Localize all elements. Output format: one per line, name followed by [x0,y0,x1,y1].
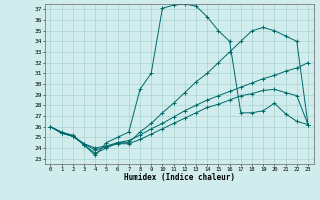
X-axis label: Humidex (Indice chaleur): Humidex (Indice chaleur) [124,173,235,182]
